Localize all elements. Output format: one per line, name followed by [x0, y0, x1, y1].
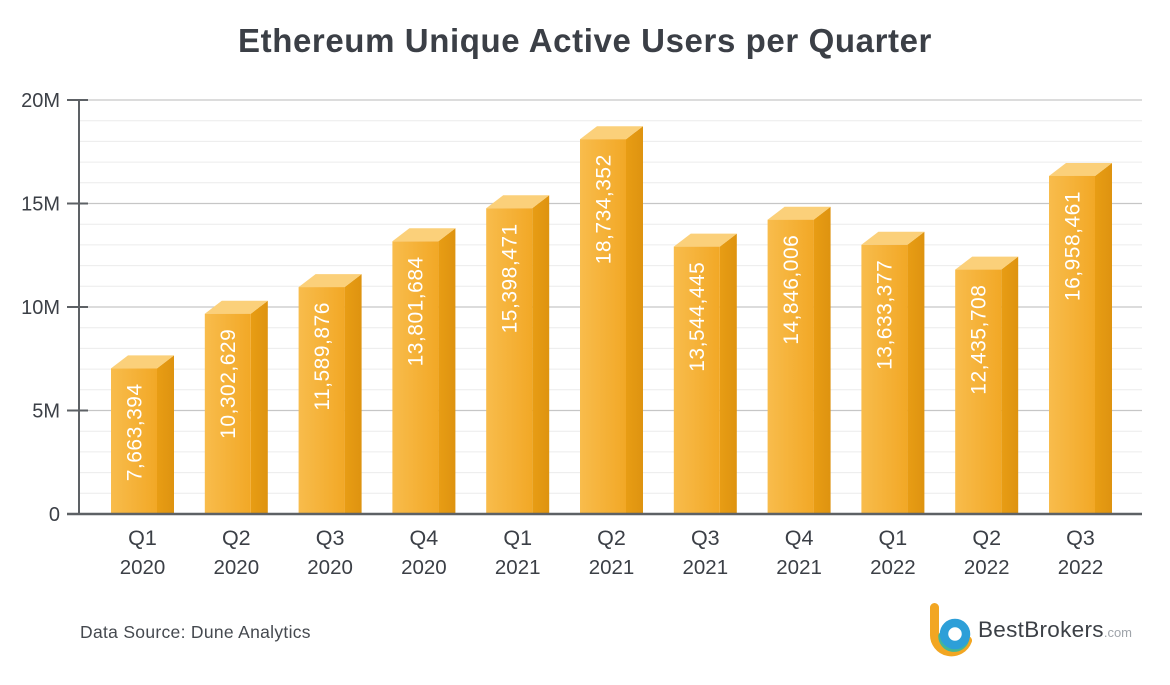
- bar-top-face: [1049, 162, 1112, 176]
- bar-side-face: [1095, 162, 1112, 515]
- x-tick-quarter-label: Q1: [503, 526, 532, 550]
- bar-chart: 0 5M 10M 15M 20M 7,663,394 Q1 2020 10,302,629 Q2 2…: [21, 90, 1142, 579]
- bar-group: 13,633,377: [861, 231, 925, 514]
- x-tick-quarter-label: Q4: [410, 526, 439, 550]
- bar-front-face: [673, 246, 720, 514]
- bar-group: 15,398,471: [486, 195, 550, 514]
- logo-blue-circle: [939, 618, 971, 650]
- x-tick-year-label: 2021: [495, 556, 541, 579]
- y-tick-label: 5M: [32, 401, 60, 423]
- bar-side-face: [1001, 256, 1019, 514]
- bar-value-label: 18,734,352: [592, 154, 615, 264]
- bar-front-face: [392, 241, 439, 514]
- bar-front-face: [486, 208, 533, 514]
- bar-group: 16,958,461: [1049, 162, 1112, 515]
- bar-top-face: [392, 228, 456, 242]
- bar-top-face: [673, 233, 737, 247]
- x-tick-year-label: 2021: [776, 556, 822, 579]
- x-tick-year-label: 2022: [964, 556, 1010, 579]
- y-tick-label: 20M: [21, 90, 60, 112]
- bar-top-face: [486, 195, 550, 209]
- x-tick-quarter-label: Q1: [879, 526, 908, 550]
- bar-value-label: 13,633,377: [874, 260, 897, 370]
- bar-front-face: [204, 313, 251, 514]
- chart-title: Ethereum Unique Active Users per Quarter: [238, 22, 932, 59]
- bar-value-label: 16,958,461: [1061, 191, 1084, 301]
- x-tick-quarter-label: Q4: [785, 526, 814, 550]
- x-tick-year-label: 2022: [1058, 556, 1104, 579]
- bar-value-label: 12,435,708: [968, 285, 991, 395]
- bestbrokers-logo-icon: [929, 603, 972, 657]
- bar-front-face: [298, 287, 345, 514]
- bar-top-face: [204, 300, 268, 314]
- x-tick-year-label: 2021: [589, 556, 635, 579]
- x-tick-quarter-label: Q2: [222, 526, 251, 550]
- x-tick-quarter-label: Q3: [316, 526, 345, 550]
- bestbrokers-logo[interactable]: BestBrokers .com: [922, 598, 1132, 662]
- bar-value-label: 7,663,394: [123, 383, 146, 481]
- bar-group: 7,663,394: [111, 355, 174, 514]
- bar-side-face: [250, 300, 268, 514]
- x-tick-quarter-label: Q2: [972, 526, 1001, 550]
- x-tick-year-label: 2022: [870, 556, 916, 579]
- bar-side-face: [626, 126, 643, 514]
- bar-group: 13,544,445: [673, 233, 737, 514]
- bar-top-face: [580, 126, 643, 140]
- bar-top-face: [861, 231, 925, 245]
- bar-side-face: [719, 233, 737, 514]
- bar-top-face: [955, 256, 1019, 270]
- x-tick-quarter-label: Q3: [691, 526, 720, 550]
- bar-side-face: [438, 228, 456, 514]
- bar-group: 12,435,708: [955, 256, 1019, 514]
- bar-group: 14,846,006: [767, 206, 831, 514]
- bar-top-face: [298, 274, 362, 288]
- x-tick-year-label: 2021: [682, 556, 728, 579]
- bar-side-face: [907, 231, 925, 514]
- x-tick-year-label: 2020: [120, 556, 166, 579]
- bar-front-face: [767, 219, 814, 514]
- logo-name: BestBrokers: [977, 617, 1104, 642]
- x-tick-quarter-label: Q3: [1066, 526, 1095, 550]
- y-tick-label: 0: [49, 504, 60, 526]
- bar-front-face: [861, 244, 908, 514]
- y-tick-label: 10M: [21, 297, 60, 319]
- bar-top-face: [767, 206, 831, 220]
- bar-side-face: [813, 206, 831, 514]
- bar-side-face: [157, 355, 174, 514]
- data-source-note: Data Source: Dune Analytics: [80, 622, 311, 642]
- bar-value-label: 11,589,876: [311, 302, 334, 411]
- bar-side-face: [532, 195, 550, 514]
- bar-value-label: 13,801,684: [405, 256, 428, 366]
- x-tick-year-label: 2020: [401, 556, 447, 579]
- bar-front-face: [111, 368, 157, 514]
- bar-front-face: [955, 269, 1002, 514]
- bar-value-label: 10,302,629: [217, 329, 240, 439]
- bar-group: 11,589,876: [298, 274, 362, 514]
- x-tick-quarter-label: Q2: [597, 526, 626, 550]
- logo-tld: .com: [1103, 625, 1132, 640]
- x-tick-year-label: 2020: [307, 556, 353, 579]
- x-tick-quarter-label: Q1: [128, 526, 157, 550]
- bar-top-face: [111, 355, 174, 369]
- bar-front-face: [580, 139, 626, 514]
- logo-text: BestBrokers .com: [978, 617, 1132, 643]
- y-tick-label: 15M: [21, 194, 60, 216]
- bar-value-label: 14,846,006: [780, 235, 803, 345]
- bar-value-label: 13,544,445: [686, 262, 709, 372]
- bar-group: 10,302,629: [204, 300, 268, 514]
- x-tick-year-label: 2020: [213, 556, 259, 579]
- bar-front-face: [1049, 175, 1095, 515]
- bar-value-label: 15,398,471: [499, 223, 522, 333]
- bar-group: 18,734,352: [580, 126, 643, 514]
- bar-side-face: [344, 274, 362, 514]
- bar-group: 13,801,684: [392, 228, 456, 514]
